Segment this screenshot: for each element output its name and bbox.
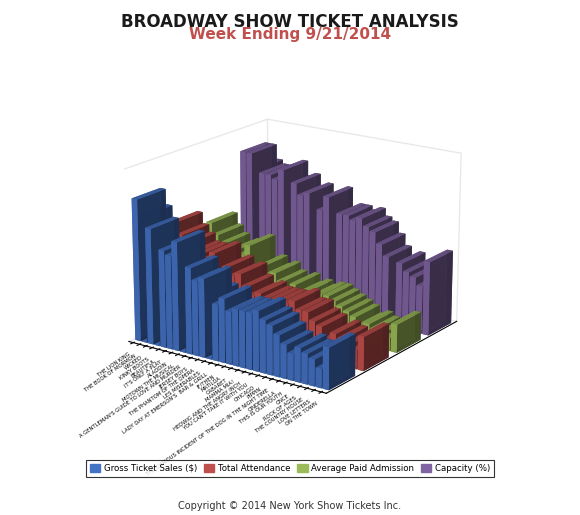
Text: Copyright © 2014 New York Show Tickets Inc.: Copyright © 2014 New York Show Tickets I… <box>179 501 401 511</box>
Text: Week Ending 9/21/2014: Week Ending 9/21/2014 <box>189 27 391 42</box>
Legend: Gross Ticket Sales ($), Total Attendance, Average Paid Admission, Capacity (%): Gross Ticket Sales ($), Total Attendance… <box>86 459 494 477</box>
Text: BROADWAY SHOW TICKET ANALYSIS: BROADWAY SHOW TICKET ANALYSIS <box>121 13 459 31</box>
